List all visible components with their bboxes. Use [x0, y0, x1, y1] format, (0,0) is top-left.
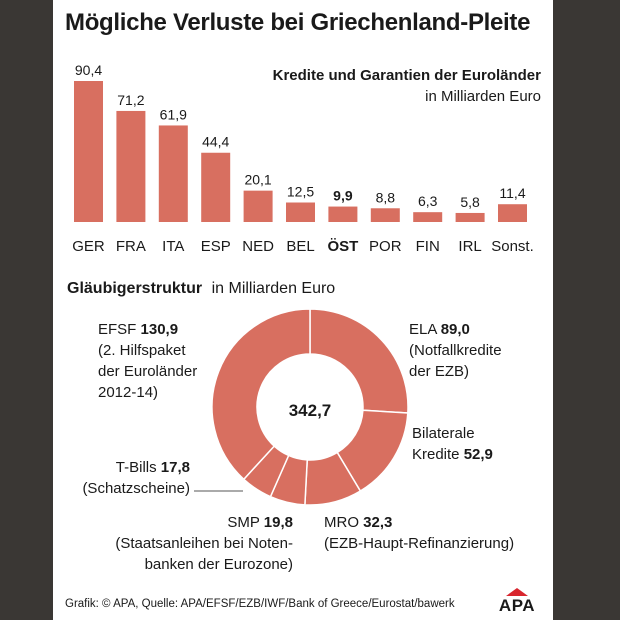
bar-chart: Kredite und Garantien der Euroländer in … [72, 62, 542, 255]
bar-category-irl: IRL [458, 238, 481, 255]
bar-category-fra: FRA [116, 238, 146, 255]
slice-label-bilaterale-kredite: Bilaterale Kredite 52,9 [412, 425, 493, 463]
slice-label-t-bills: T-Bills 17,8 (Schatzscheine) [82, 459, 190, 497]
bar-category-bel: BEL [286, 238, 314, 255]
bar-category-oest: ÖST [327, 238, 358, 255]
bar-ita [158, 125, 188, 222]
bar-value-ned: 20,1 [244, 172, 271, 188]
bar-category-sonst: Sonst. [491, 238, 534, 255]
bar-category-esp: ESP [201, 238, 231, 255]
slice-label-smp: SMP 19,8 (Staatsanleihen bei Noten-banken… [115, 514, 293, 573]
bar-value-sonst: 11,4 [499, 185, 525, 201]
bar-value-ita: 61,9 [160, 106, 187, 122]
bar-bel [286, 202, 315, 222]
bar-category-fin: FIN [416, 238, 440, 255]
bar-sonst [498, 204, 527, 222]
source-footer: Grafik: © APA, Quelle: APA/EFSF/EZB/IWF/… [65, 598, 455, 610]
apa-logo-roof-icon [506, 588, 528, 596]
slice-label-ela: ELA 89,0 (Notfallkredite der EZB) [409, 321, 502, 380]
donut-total-label: 342,7 [289, 401, 332, 420]
bar-ned [243, 190, 273, 222]
bar-irl [455, 212, 485, 222]
donut-chart-title: Gläubigerstruktur [67, 280, 202, 297]
slice-ela [309, 308, 409, 414]
bar-value-esp: 44,4 [202, 134, 229, 150]
bar-ger [74, 81, 103, 222]
slice-label-efsf: EFSF 130,9 (2. Hilfspaket der Euroländer 20… [98, 321, 197, 401]
bar-value-oest: 9,9 [333, 188, 353, 204]
bar-fra [116, 110, 146, 222]
bar-esp [201, 152, 231, 222]
bar-value-ger: 90,4 [75, 62, 102, 78]
page-title: Mögliche Verluste bei Griechenland-Pleit… [65, 9, 531, 36]
bar-category-ned: NED [242, 238, 274, 255]
donut-chart-heading: Gläubigerstruktur in Milliarden Euro [67, 280, 335, 297]
apa-logo: APA [489, 588, 545, 615]
bar-value-fra: 71,2 [117, 92, 144, 108]
bar-value-bel: 12,5 [287, 184, 314, 200]
bar-category-ita: ITA [162, 238, 184, 255]
bar-value-irl: 5,8 [460, 194, 480, 210]
bar-por [370, 208, 400, 222]
bar-chart-title: Kredite und Garantien der Euroländer [273, 67, 542, 84]
bar-chart-subtitle: in Milliarden Euro [425, 88, 541, 105]
apa-logo-text: APA [498, 596, 536, 615]
infographic-card: Mögliche Verluste bei Griechenland-Pleit… [53, 0, 553, 620]
donut-chart: Gläubigerstruktur in Milliarden Euro 342… [67, 280, 514, 573]
bar-oest [328, 206, 358, 222]
slice-label-mro: MRO 32,3 (EZB-Haupt-Refinanzierung) [324, 514, 514, 552]
bar-value-por: 8,8 [376, 189, 396, 205]
bar-category-ger: GER [72, 238, 105, 255]
bar-category-por: POR [369, 238, 402, 255]
slice-efsf [211, 308, 311, 481]
bar-fin [413, 212, 443, 222]
donut-chart-subtitle: in Milliarden Euro [212, 280, 336, 297]
bar-value-fin: 6,3 [418, 193, 438, 209]
